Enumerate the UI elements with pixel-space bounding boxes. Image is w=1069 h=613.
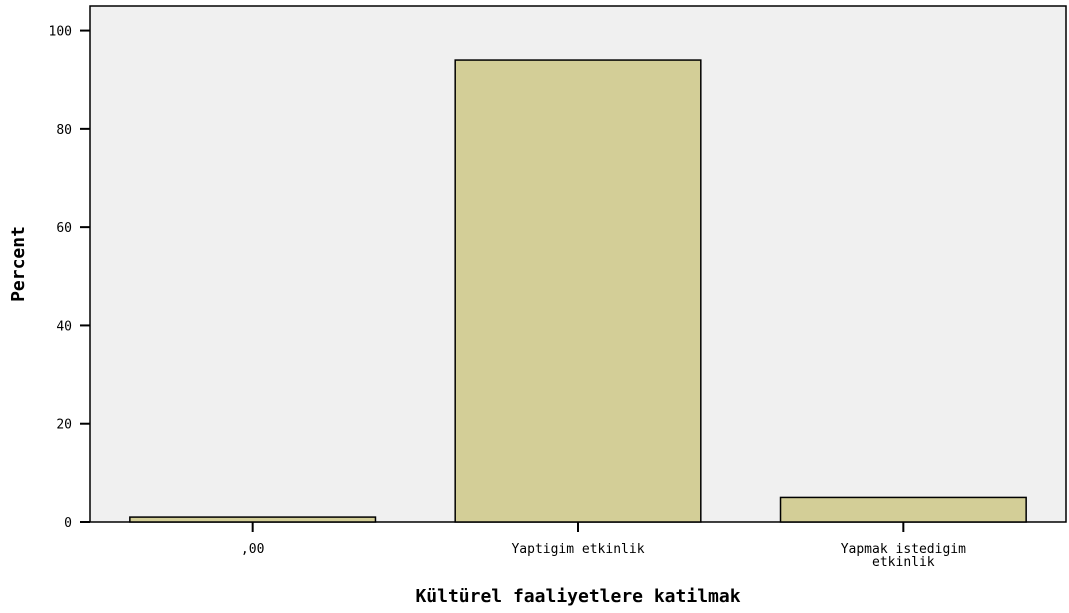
y-tick-label: 40	[56, 319, 72, 334]
x-tick-label: etkinlik	[872, 555, 935, 570]
bar-1	[454, 59, 702, 523]
y-tick-label: 80	[56, 123, 72, 138]
y-tick-label: 100	[49, 25, 72, 40]
y-axis: 0 20 40 60 80 100	[49, 25, 90, 531]
bar-2	[779, 496, 1027, 523]
x-tick-label: Yaptigim etkinlik	[511, 542, 644, 557]
y-tick-label: 20	[56, 418, 72, 433]
x-tick-label: Yapmak istedigim	[841, 542, 966, 557]
x-axis: ,00 Yaptigim etkinlik Yapmak istedigimetki…	[241, 522, 966, 570]
y-axis-title: Percent	[8, 226, 29, 302]
y-tick-label: 60	[56, 221, 72, 236]
bars-group	[129, 59, 1027, 523]
x-tick-label: ,00	[241, 542, 264, 557]
x-axis-title: Kültürel faaliyetlere katilmak	[415, 586, 740, 607]
bar-0	[129, 516, 377, 523]
y-tick-label: 0	[64, 516, 72, 531]
